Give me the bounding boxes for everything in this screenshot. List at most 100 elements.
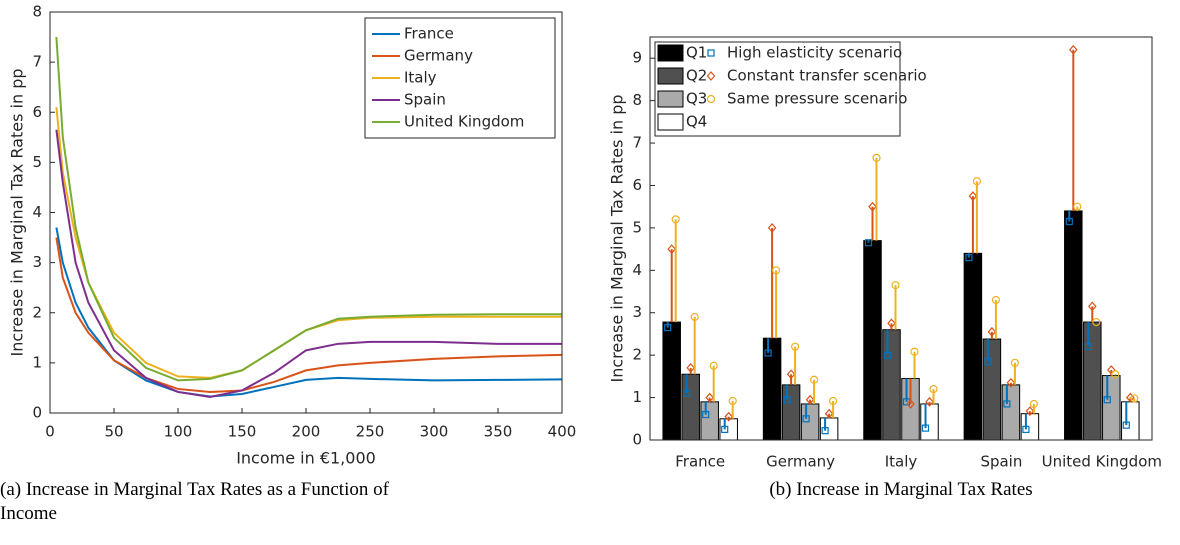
line	[55, 237, 563, 393]
legend-label: Germany	[404, 47, 473, 65]
y-tick-label: 3	[32, 253, 42, 271]
marker	[1103, 396, 1111, 404]
x-tick-label: Italy	[885, 453, 918, 471]
marker	[987, 326, 997, 337]
marker	[828, 396, 838, 406]
bar	[681, 373, 700, 441]
figure: 0 1 2 3 4 5 6 7 8 Increase in Marginal Tax Rates …	[8, 3, 1163, 471]
y-tick-label: 5	[632, 218, 642, 236]
y-tick-label: 7	[632, 134, 642, 152]
marker	[709, 361, 718, 370]
marker	[972, 177, 982, 186]
y-tick-label: 9	[632, 49, 642, 67]
legend-label: Q2	[686, 67, 707, 85]
y-tick-label: 0	[632, 431, 642, 449]
x-tick-label: 200	[292, 423, 321, 441]
bar	[1064, 210, 1083, 441]
y-tick-label: 6	[32, 103, 42, 121]
marker	[991, 295, 1001, 305]
marker	[786, 369, 796, 380]
y-tick-label: 4	[32, 203, 42, 221]
marker	[1003, 400, 1011, 408]
marker	[921, 424, 930, 432]
marker	[805, 394, 815, 405]
bar	[982, 338, 1002, 441]
y-tick-label: 1	[32, 353, 42, 371]
caption: (b) Increase in Marginal Tax Rates	[769, 479, 1033, 500]
marker	[705, 392, 714, 403]
marker	[664, 323, 672, 332]
marker	[929, 384, 938, 394]
marker	[721, 425, 729, 433]
marker	[767, 222, 777, 233]
marker	[1084, 343, 1092, 351]
marker	[891, 281, 900, 290]
line	[55, 129, 562, 398]
marker	[686, 362, 695, 373]
bar	[819, 417, 839, 441]
x-tick-label: Germany	[766, 453, 835, 471]
marker	[1122, 421, 1130, 429]
legend-box	[654, 41, 901, 137]
y-axis-label: Increase in Marginal Tax Rates in pp	[8, 68, 27, 356]
bar	[719, 418, 738, 441]
bar	[1001, 384, 1021, 441]
marker	[707, 49, 715, 57]
bar	[1083, 321, 1102, 441]
y-tick-label: 7	[32, 53, 42, 71]
x-tick-label: France	[675, 453, 725, 471]
legend-label: Italy	[404, 69, 437, 87]
bar	[920, 403, 939, 441]
marker	[1069, 44, 1078, 55]
marker	[864, 239, 873, 247]
legend-label: Q3	[686, 90, 707, 108]
legend-label: United Kingdom	[404, 113, 524, 131]
marker	[783, 396, 791, 404]
legend-label: Same pressure scenario	[727, 90, 907, 108]
marker	[1092, 317, 1101, 327]
y-tick-label: 2	[632, 346, 642, 364]
marker	[1073, 202, 1082, 211]
y-tick-label: 8	[32, 3, 42, 21]
marker	[809, 375, 819, 384]
marker	[728, 396, 737, 406]
y-tick-label: 3	[632, 303, 642, 321]
marker	[683, 389, 691, 397]
bar	[762, 337, 782, 441]
x-tick-label: 50	[104, 423, 123, 441]
x-tick-label: 300	[420, 423, 449, 441]
line	[55, 36, 562, 382]
y-tick-label: 2	[32, 303, 42, 321]
bar	[963, 252, 983, 441]
marker	[968, 191, 978, 201]
legend-label: Spain	[404, 91, 446, 109]
y-tick-label: 8	[632, 91, 642, 109]
marker	[965, 253, 973, 262]
line	[55, 107, 562, 379]
bar	[781, 384, 801, 441]
bar	[882, 329, 901, 441]
legend-label: High elasticity scenario	[727, 44, 902, 62]
marker	[1130, 394, 1139, 403]
legend-swatch	[657, 113, 684, 131]
y-tick-label: 0	[32, 404, 42, 422]
bar	[700, 401, 719, 441]
marker	[1022, 425, 1030, 433]
x-tick-label: 0	[45, 423, 55, 441]
marker	[1088, 301, 1097, 312]
marker	[1006, 377, 1016, 388]
marker	[821, 427, 829, 435]
marker	[702, 410, 710, 419]
legend-swatch	[657, 90, 684, 108]
marker	[1029, 399, 1039, 409]
marker	[906, 399, 915, 409]
y-axis-label: Increase in Marginal Tax Rates in pp	[608, 94, 627, 382]
legend-label: France	[404, 25, 454, 43]
x-tick-label: Spain	[980, 453, 1022, 471]
marker	[883, 351, 892, 359]
bar	[1121, 401, 1140, 441]
marker	[706, 71, 716, 81]
marker	[690, 312, 699, 322]
marker	[868, 201, 877, 212]
